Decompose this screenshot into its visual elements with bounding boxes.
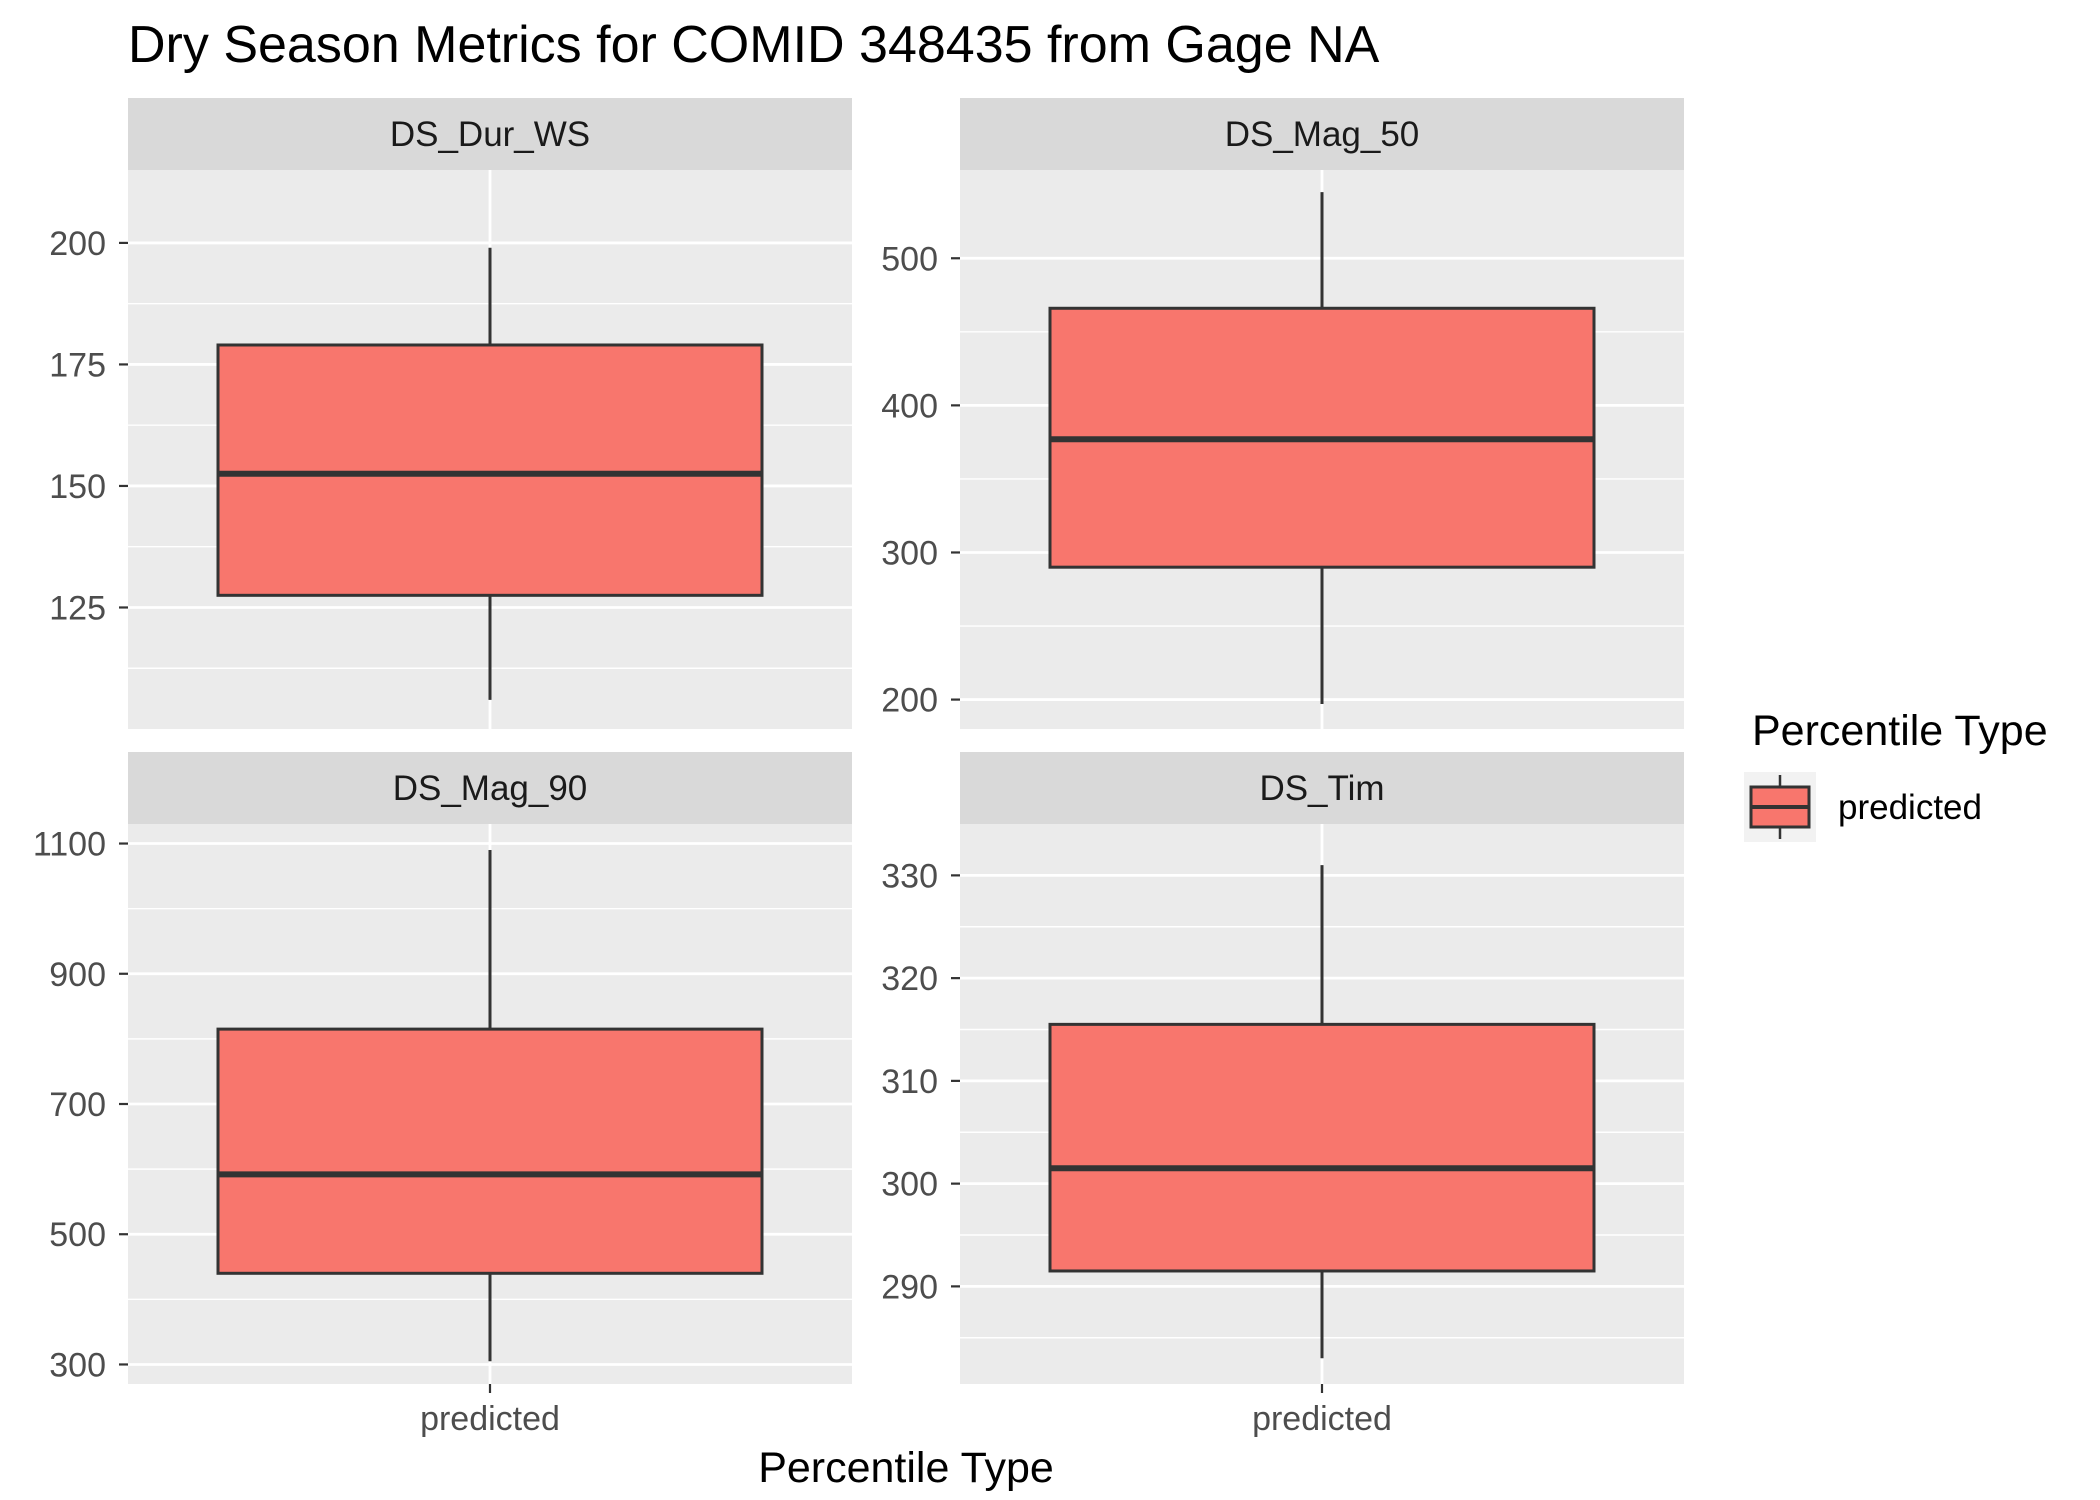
x-tick-label: predicted (1252, 1400, 1392, 1438)
facet-strip-label: DS_Dur_WS (390, 115, 590, 154)
chart-title: Dry Season Metrics for COMID 348435 from… (128, 16, 1380, 74)
facet-strip-label: DS_Mag_90 (393, 769, 588, 808)
y-tick-label: 900 (49, 956, 106, 994)
facet-strip-label: DS_Tim (1259, 769, 1384, 808)
facet-DS_Tim: DS_Tim 290 300 310 320 330 predicted (881, 752, 1684, 1438)
y-tick-label: 1100 (33, 826, 106, 864)
box-iqr (1048, 1022, 1596, 1273)
x-tick-label: predicted (420, 1400, 560, 1438)
y-tick-label: 290 (881, 1268, 938, 1306)
y-tick-label: 300 (881, 534, 938, 572)
y-tick-label: 700 (49, 1086, 106, 1124)
y-tick-label: 400 (881, 387, 938, 425)
legend-label: predicted (1838, 788, 1982, 827)
x-axis-title: Percentile Type (758, 1444, 1054, 1492)
y-tick-label: 175 (49, 346, 106, 384)
legend: Percentile Type predicted (1744, 707, 2048, 842)
y-tick-label: 300 (881, 1166, 938, 1204)
facet-strip (960, 98, 1684, 170)
facet-strip (960, 752, 1684, 824)
y-tick-label: 500 (49, 1216, 106, 1254)
facet-grid: DS_Dur_WS 125 150 175 200 DS_Mag_50 200 300 400 5… (33, 98, 1684, 1438)
y-tick-label: 200 (49, 225, 106, 263)
facet-DS_Mag_50: DS_Mag_50 200 300 400 500 (881, 98, 1684, 729)
facet-strip (128, 98, 852, 170)
legend-title: Percentile Type (1752, 707, 2048, 755)
y-tick-label: 320 (881, 960, 938, 998)
box-iqr (216, 1027, 764, 1275)
facet-DS_Dur_WS: DS_Dur_WS 125 150 175 200 (49, 98, 852, 729)
facet-strip (128, 752, 852, 824)
y-tick-label: 150 (49, 468, 106, 506)
y-tick-label: 300 (49, 1346, 106, 1384)
facet-DS_Mag_90: DS_Mag_90 300 500 700 900 1100 predicted (33, 752, 852, 1438)
facet-strip-label: DS_Mag_50 (1225, 115, 1420, 154)
y-tick-label: 330 (881, 857, 938, 895)
y-tick-label: 500 (881, 240, 938, 278)
y-tick-label: 200 (881, 682, 938, 720)
y-tick-label: 310 (881, 1063, 938, 1101)
y-tick-label: 125 (49, 589, 106, 627)
box-iqr (216, 343, 764, 597)
